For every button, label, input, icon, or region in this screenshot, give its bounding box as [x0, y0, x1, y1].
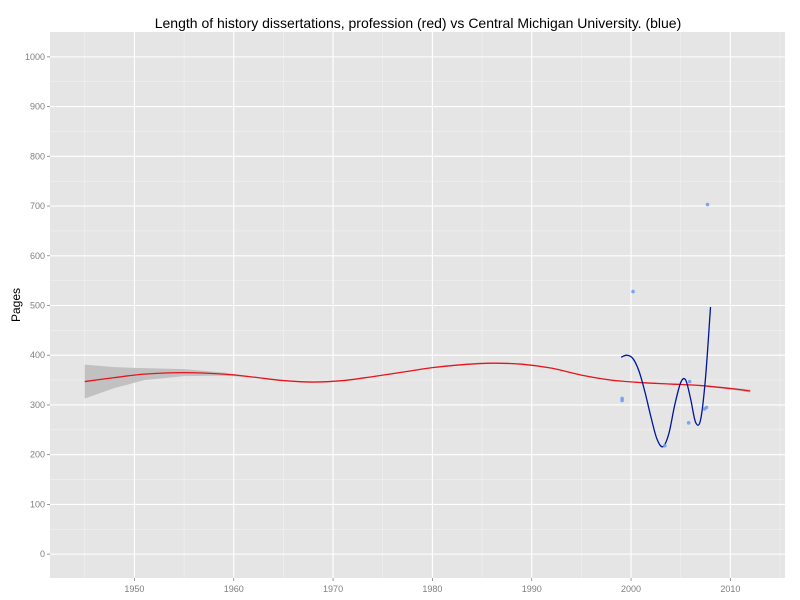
chart-title: Length of history dissertations, profess…: [155, 15, 682, 31]
y-tick-label: 0: [40, 549, 45, 559]
cmu-point: [704, 405, 709, 410]
x-tick-label: 1970: [323, 584, 343, 594]
y-tick-label: 300: [30, 400, 45, 410]
y-tick-label: 800: [30, 151, 45, 161]
y-tick-label: 400: [30, 350, 45, 360]
cmu-point: [705, 202, 710, 207]
x-tick-label: 2000: [621, 584, 641, 594]
cmu-line: [620, 306, 712, 448]
series-lines-layer: [84, 306, 751, 448]
y-tick-label: 1000: [25, 52, 45, 62]
data-points-layer: [620, 202, 710, 448]
y-tick-label: 200: [30, 450, 45, 460]
x-axis-ticks: 1950 1960 1970 1980 1990 2000 2010: [124, 578, 740, 594]
grid-minor-lines: [50, 32, 785, 578]
y-axis-ticks: 0 100 200 300 400 500 600 700 800 900 1000: [25, 52, 50, 559]
y-tick-label: 500: [30, 300, 45, 310]
cmu-point: [620, 398, 624, 403]
cmu-point: [687, 379, 692, 384]
cmu-point: [663, 443, 667, 448]
y-axis-label: Pages: [9, 288, 23, 322]
y-tick-label: 900: [30, 102, 45, 112]
y-tick-label: 700: [30, 201, 45, 211]
x-tick-label: 1990: [522, 584, 542, 594]
cmu-point: [686, 421, 691, 425]
x-tick-label: 1980: [422, 584, 442, 594]
x-tick-label: 2010: [720, 584, 740, 594]
profession-line: [84, 362, 751, 392]
cmu-point: [631, 289, 635, 294]
x-tick-label: 1960: [224, 584, 244, 594]
y-tick-label: 600: [30, 251, 45, 261]
grid-major-lines: [50, 32, 785, 578]
x-tick-label: 1950: [124, 584, 144, 594]
y-tick-label: 100: [30, 499, 45, 509]
